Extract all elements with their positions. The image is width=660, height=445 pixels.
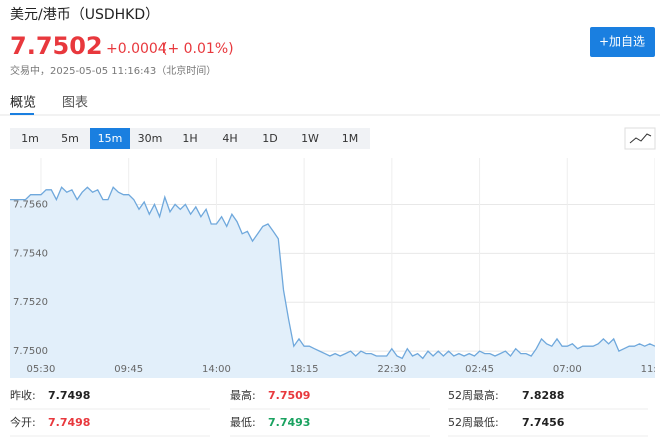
interval-button[interactable]: 1D [262,132,277,145]
line [10,186,655,360]
change-pct: (+ 0.01%) [162,41,234,57]
interval-button[interactable]: 1H [182,132,197,145]
stat-value: 7.7498 [48,389,90,402]
tab[interactable]: 图表 [62,96,88,111]
watch-button[interactable] [590,27,655,57]
stat-label: 最高: [230,388,256,402]
x-tick-label: 18:15 [290,364,319,375]
stat-value: 7.7509 [268,389,310,402]
chart: 7.7500 7.7520 7.7540 7.7560 05:30 09:45 14:00 1… [10,158,660,378]
stats: 昨收: 7.7498 最高: 7.7509 52周最高: 7.8288 今开: 7.7498 最… [10,388,648,437]
x-tick-label: 02:45 [465,364,494,375]
x-tick-label: 22:30 [377,364,406,375]
watch-button-label[interactable]: +加自选 [599,35,645,49]
stat-label: 52周最低: [448,416,499,429]
chart-type-icon[interactable] [629,133,652,144]
y-tick-label: 7.7560 [13,199,48,210]
y-tick-label: 7.7500 [13,346,48,357]
tab[interactable]: 概览 [10,95,36,111]
stat-value: 7.8288 [522,389,564,402]
x-tick-label: 11:15 [641,364,660,375]
interval-button[interactable]: 4H [222,132,237,145]
interval-button[interactable]: 1m [21,132,39,145]
y-tick-label: 7.7540 [13,248,48,259]
interval-button[interactable]: 30m [138,132,163,145]
x-tick-label: 09:45 [114,364,143,375]
stat-value: 7.7493 [268,416,310,429]
x-tick-label: 05:30 [27,364,56,375]
interval-button[interactable]: 15m [98,132,123,145]
x-tick-label: 14:00 [202,364,231,375]
price: 7.7502 [10,32,103,60]
interval-button[interactable]: 5m [61,132,79,145]
stat-label: 52周最高: [448,388,499,402]
chart-type-button[interactable] [624,127,656,150]
area [10,187,655,378]
title: 美元/港币（USDHKD） [10,7,159,23]
x-tick-label: 07:00 [553,364,582,375]
y-tick-label: 7.7520 [13,297,48,308]
stat-value: 7.7498 [48,416,90,429]
stat-value: 7.7456 [522,416,565,429]
interval-active[interactable] [90,128,130,149]
stat-label: 最低: [230,416,256,429]
interval-button[interactable]: 1W [301,132,319,145]
change: +0.0004 [106,41,167,57]
interval-button[interactable]: 1M [342,132,359,145]
status: 交易中，2025-05-05 11:16:43（北京时间） [10,64,216,77]
stat-label: 昨收: [10,388,36,402]
stat-label: 今开: [10,415,36,429]
